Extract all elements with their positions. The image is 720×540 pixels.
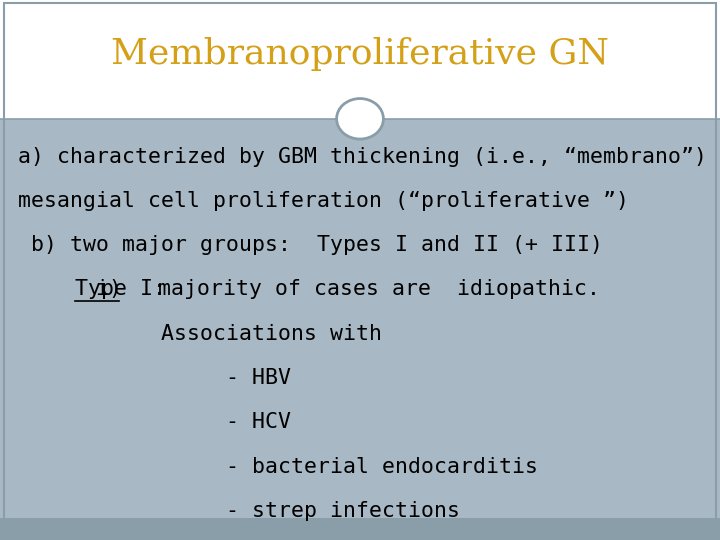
Text: Associations with: Associations with <box>18 323 382 344</box>
Text: - strep infections: - strep infections <box>18 501 460 521</box>
Text: a) characterized by GBM thickening (i.e., “membrano”) +: a) characterized by GBM thickening (i.e.… <box>18 146 720 167</box>
FancyBboxPatch shape <box>0 119 720 518</box>
Text: majority of cases are  idiopathic.: majority of cases are idiopathic. <box>120 279 600 300</box>
FancyBboxPatch shape <box>0 518 720 540</box>
Text: - bacterial endocarditis: - bacterial endocarditis <box>18 456 538 477</box>
Text: mesangial cell proliferation (“proliferative ”): mesangial cell proliferation (“prolifera… <box>18 191 629 211</box>
Text: i): i) <box>18 279 135 300</box>
Text: - HBV: - HBV <box>18 368 291 388</box>
Ellipse shape <box>337 98 384 139</box>
Text: Type I:: Type I: <box>75 279 166 300</box>
Text: Membranoproliferative GN: Membranoproliferative GN <box>111 37 609 71</box>
Text: b) two major groups:  Types I and II (+ III): b) two major groups: Types I and II (+ I… <box>18 235 603 255</box>
FancyBboxPatch shape <box>0 0 720 119</box>
Text: - HCV: - HCV <box>18 412 291 433</box>
